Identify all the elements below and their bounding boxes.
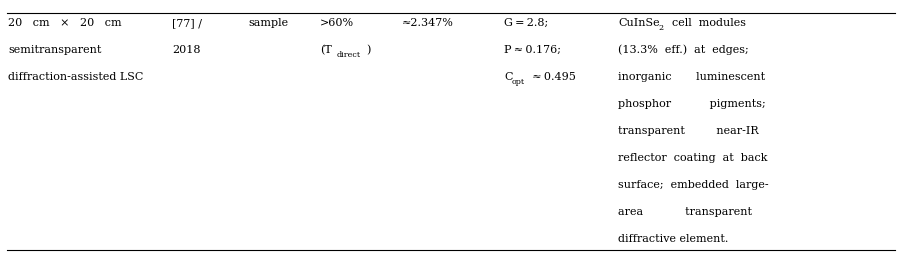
Text: ≈2.347%: ≈2.347%	[402, 18, 454, 28]
Text: opt: opt	[512, 78, 525, 86]
Text: ): )	[366, 45, 371, 55]
Text: >60%: >60%	[320, 18, 354, 28]
Text: inorganic       luminescent: inorganic luminescent	[618, 72, 765, 82]
Text: (T: (T	[320, 45, 332, 55]
Text: 2018: 2018	[172, 45, 200, 55]
Text: sample: sample	[248, 18, 288, 28]
Text: G = 2.8;: G = 2.8;	[504, 18, 548, 28]
Text: direct: direct	[337, 51, 361, 59]
Text: 20   cm   ×   20   cm: 20 cm × 20 cm	[8, 18, 122, 28]
Text: reflector  coating  at  back: reflector coating at back	[618, 153, 768, 163]
Text: 2: 2	[658, 24, 663, 32]
Text: transparent         near-IR: transparent near-IR	[618, 126, 759, 136]
Text: cell  modules: cell modules	[665, 18, 746, 28]
Text: phosphor           pigments;: phosphor pigments;	[618, 99, 766, 109]
Text: ≈ 0.495: ≈ 0.495	[530, 72, 575, 82]
Text: area            transparent: area transparent	[618, 207, 752, 217]
Text: P ≈ 0.176;: P ≈ 0.176;	[504, 45, 561, 55]
Text: [77] /: [77] /	[172, 18, 202, 28]
Text: diffractive element.: diffractive element.	[618, 234, 729, 244]
Text: CuInSe: CuInSe	[618, 18, 659, 28]
Text: diffraction-assisted LSC: diffraction-assisted LSC	[8, 72, 143, 82]
Text: surface;  embedded  large-: surface; embedded large-	[618, 180, 769, 190]
Text: C: C	[504, 72, 512, 82]
Text: semitransparent: semitransparent	[8, 45, 101, 55]
Text: (13.3%  eff.)  at  edges;: (13.3% eff.) at edges;	[618, 44, 749, 55]
